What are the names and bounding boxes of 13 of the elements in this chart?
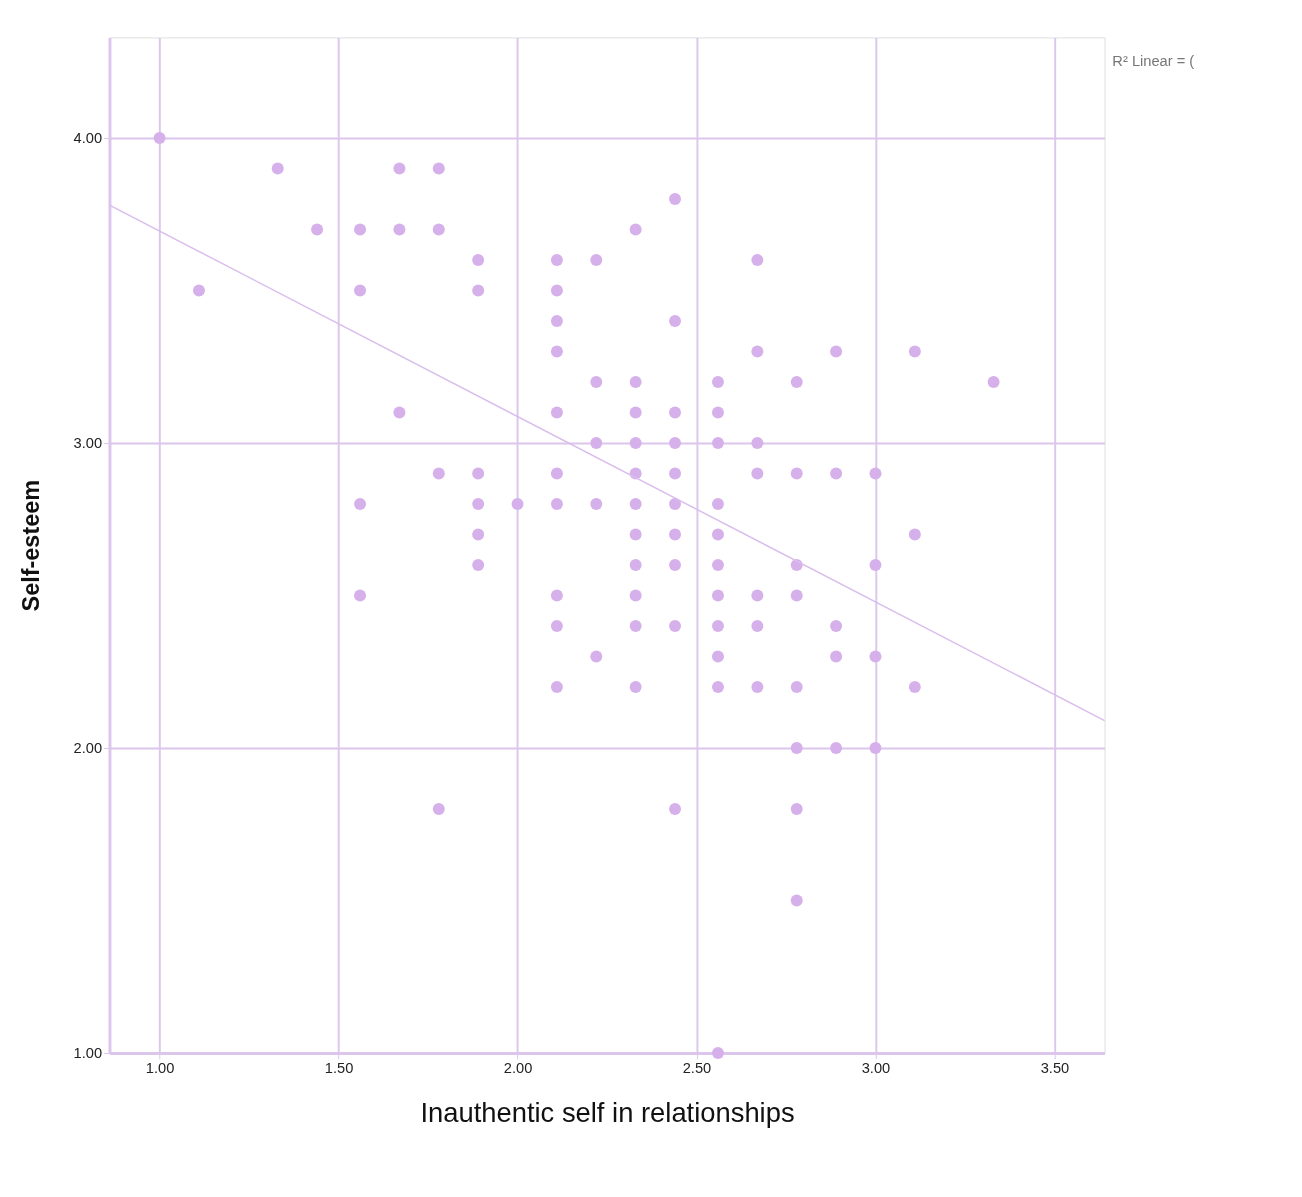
y-tick-label: 2.00 — [73, 740, 103, 757]
y-tick-label: 3.00 — [73, 435, 103, 452]
x-axis-title: Inauthentic self in relationships — [420, 1096, 795, 1128]
x-tick-label: 1.50 — [324, 1060, 354, 1077]
x-tick-label: 2.50 — [682, 1060, 712, 1077]
x-tick-label: 3.50 — [1040, 1060, 1070, 1077]
text: R² Linear = ( — [1112, 52, 1195, 69]
y-tick-label: 1.00 — [73, 1045, 103, 1062]
y-axis-title: Self-esteem — [18, 479, 45, 612]
x-tick-label: 2.00 — [503, 1060, 533, 1077]
y-tick-label: 4.00 — [73, 130, 103, 147]
x-tick-label: 3.00 — [861, 1060, 891, 1077]
x-tick-label: 1.00 — [145, 1060, 175, 1077]
